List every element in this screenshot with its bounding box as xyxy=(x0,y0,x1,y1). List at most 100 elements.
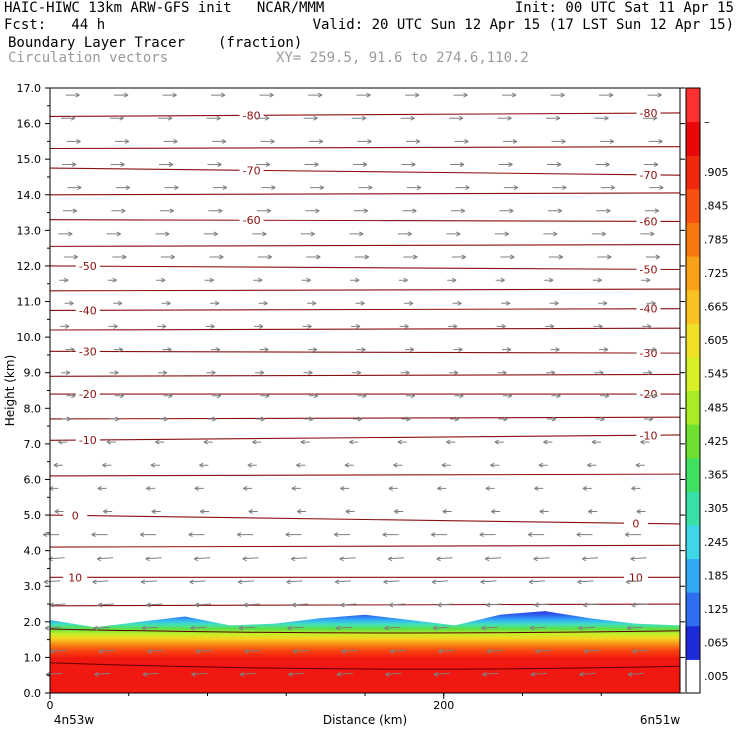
vector-arrow xyxy=(191,671,208,677)
colorbar-label: .305 xyxy=(704,502,729,515)
vector-arrow xyxy=(436,556,453,562)
vector-arrow xyxy=(530,671,547,677)
y-axis-label: Height (km) xyxy=(3,355,17,426)
contour-label: -80 xyxy=(243,109,261,122)
vector-arrow xyxy=(627,671,644,677)
vector-arrow xyxy=(598,300,608,306)
y-tick-label: 7.0 xyxy=(24,438,42,451)
colorbar-swatch xyxy=(686,457,700,492)
vector-arrow xyxy=(647,347,657,353)
vector-arrow xyxy=(189,579,206,585)
vector-arrow xyxy=(64,300,74,306)
vector-arrow xyxy=(335,625,352,631)
vector-arrow xyxy=(406,138,421,144)
contour-label: 10 xyxy=(629,571,643,584)
contour-label: -50 xyxy=(79,260,97,273)
vector-arrow xyxy=(546,115,561,121)
contour-label-bg xyxy=(75,304,100,317)
vector-arrow xyxy=(546,370,556,376)
colorbar-swatch xyxy=(686,625,700,660)
vector-arrow xyxy=(113,300,123,306)
vector-arrow xyxy=(139,532,157,538)
vector-arrow xyxy=(405,92,420,98)
y-tick-label: 9.0 xyxy=(24,367,42,380)
vector-arrow xyxy=(307,300,317,306)
vector-arrow xyxy=(255,416,266,422)
contour-label-bg xyxy=(636,263,661,276)
colorbar-swatch xyxy=(686,524,700,560)
vector-arrow xyxy=(480,579,497,585)
vector-arrow xyxy=(303,370,313,376)
vector-arrow xyxy=(244,648,261,654)
vector-arrow xyxy=(303,115,318,121)
contour-label: -10 xyxy=(640,429,658,442)
vector-arrow xyxy=(163,393,173,399)
contour-label: -60 xyxy=(640,215,658,228)
vector-arrow xyxy=(646,300,656,306)
vector-arrow xyxy=(494,231,510,237)
vector-arrow xyxy=(596,208,611,214)
vector-arrow xyxy=(446,231,461,237)
colorbar-swatch xyxy=(686,289,700,324)
vector-arrow xyxy=(258,300,268,306)
vector-arrow xyxy=(286,579,303,585)
vector-arrow xyxy=(454,138,469,144)
vector-arrow xyxy=(112,254,127,260)
vector-arrow xyxy=(302,323,312,329)
vector-arrow xyxy=(404,300,414,306)
colorbar-label: .785 xyxy=(704,233,729,246)
vector-arrow xyxy=(497,370,507,376)
vector-arrow xyxy=(624,532,642,538)
vector-arrow xyxy=(114,393,125,399)
contour-label: 10 xyxy=(68,571,82,584)
contour-label-bg xyxy=(239,214,264,227)
contour-label: -80 xyxy=(640,107,658,120)
vector-arrow xyxy=(351,323,361,329)
vector-arrow xyxy=(140,579,158,585)
colorbar-swatch xyxy=(686,659,700,694)
contour-label: -40 xyxy=(79,304,97,317)
vector-arrow xyxy=(339,556,356,562)
vector-arrow xyxy=(42,532,60,538)
vector-arrow xyxy=(285,532,302,538)
colorbar-label: .905 xyxy=(704,166,729,179)
vector-arrow xyxy=(485,602,503,608)
vector-arrow xyxy=(397,231,413,237)
vector-arrow xyxy=(287,625,304,631)
vector-arrow xyxy=(256,208,272,214)
vector-arrow xyxy=(141,625,158,631)
vector-arrow xyxy=(203,439,213,445)
vector-arrow xyxy=(304,162,319,167)
vector-arrow xyxy=(150,462,160,468)
vector-arrow xyxy=(110,416,120,422)
vector-arrow xyxy=(579,671,596,677)
vector-arrow xyxy=(106,439,116,445)
vector-arrow xyxy=(594,115,609,121)
vector-arrow xyxy=(648,393,658,399)
vector-arrow xyxy=(548,254,564,260)
vector-arrow xyxy=(550,92,565,98)
colorbar-label: .005 xyxy=(704,670,729,683)
vector-arrow xyxy=(309,138,324,144)
vector-arrow xyxy=(502,393,513,399)
vector-arrow xyxy=(155,231,170,237)
colorbar-label: .665 xyxy=(704,300,729,313)
colorbar-label: .545 xyxy=(704,368,729,381)
vector-arrow xyxy=(340,602,357,608)
vector-arrow xyxy=(107,277,117,283)
vector-arrow xyxy=(60,323,70,329)
vector-arrow xyxy=(163,138,178,144)
vector-arrow xyxy=(393,462,403,468)
vector-arrow xyxy=(582,485,592,491)
vector-arrow xyxy=(405,393,416,399)
vector-arrow xyxy=(145,556,162,562)
vector-arrow xyxy=(44,625,61,631)
vector-arrow xyxy=(157,323,167,329)
vector-arrow xyxy=(308,393,319,399)
contour-line xyxy=(49,628,681,634)
vector-arrow xyxy=(546,416,557,422)
contour-label: -60 xyxy=(243,214,261,227)
vector-arrow xyxy=(242,485,253,491)
contour-label-bg xyxy=(636,215,661,228)
vector-arrow xyxy=(403,254,418,260)
